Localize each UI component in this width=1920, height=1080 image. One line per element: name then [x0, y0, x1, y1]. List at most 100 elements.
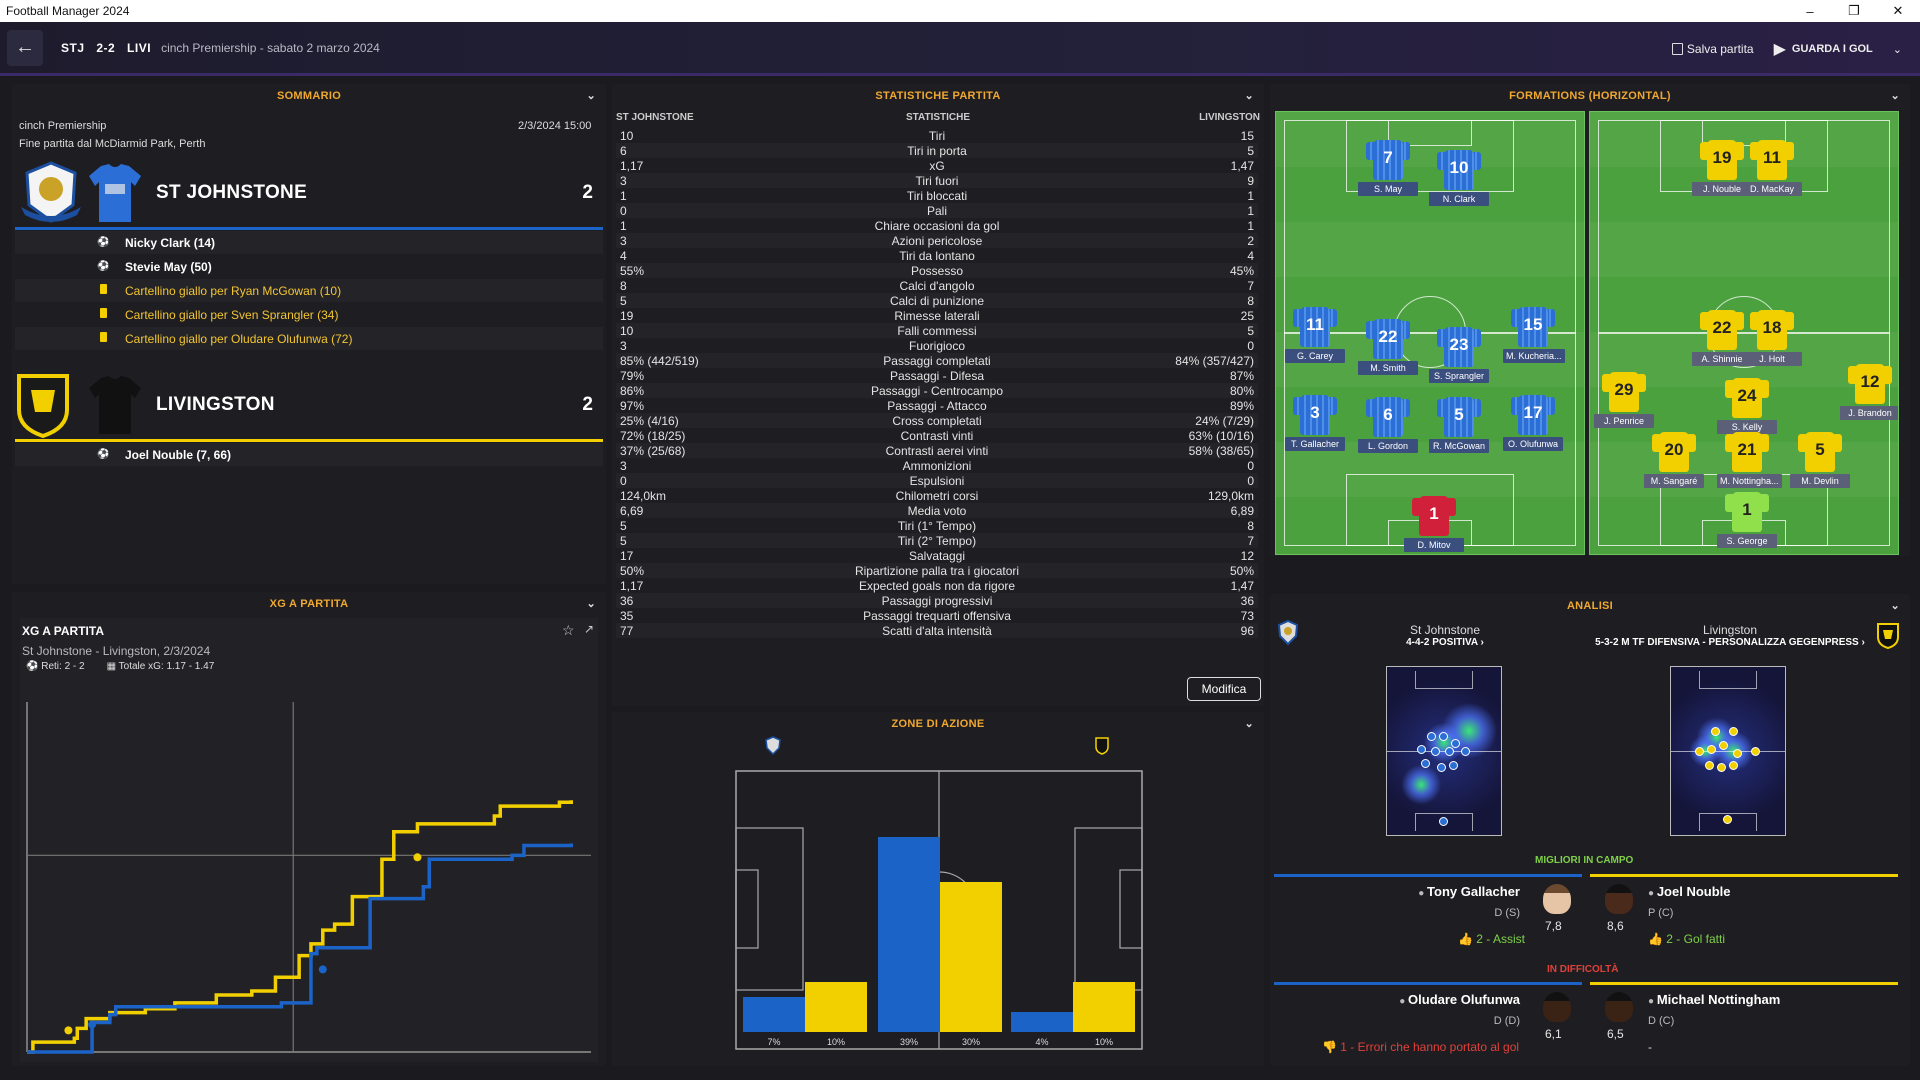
player-label: D. MacKay: [1742, 182, 1802, 196]
stats-row: 17 Salvataggi 12: [616, 548, 1258, 563]
stat-away-value: 129,0km: [1207, 488, 1254, 503]
best-home-pos: D (S): [1494, 907, 1520, 919]
player-shirt[interactable]: 24: [1725, 378, 1769, 420]
player-shirt[interactable]: 18: [1750, 310, 1794, 352]
event-row: Cartellino giallo per Sven Sprangler (34…: [15, 303, 603, 326]
stats-row: 5 Tiri (1° Tempo) 8: [616, 518, 1258, 533]
watch-goals-button[interactable]: ▶ GUARDA I GOL: [1774, 39, 1873, 59]
avatar: [1543, 884, 1571, 914]
analysis-home-tactic[interactable]: 4-4-2 POSITIVA ›: [1406, 637, 1484, 648]
worst-away-player[interactable]: ● Michael Nottingham D (C): [1648, 992, 1818, 1027]
home-team-row[interactable]: ST JOHNSTONE 2: [15, 158, 603, 228]
chevron-down-icon[interactable]: ⌄: [1890, 600, 1900, 612]
player-label: J. Holt: [1742, 352, 1802, 366]
save-label: Salva partita: [1686, 42, 1754, 56]
best-away-player[interactable]: ● Joel Nouble P (C): [1648, 884, 1808, 919]
stats-row: 72% (18/25) Contrasti vinti 63% (10/16): [616, 428, 1258, 443]
edit-stats-button[interactable]: Modifica: [1187, 677, 1261, 701]
zone-label-away: 30%: [962, 1037, 980, 1047]
player-shirt[interactable]: 12: [1848, 364, 1892, 406]
stats-col-away: LIVINGSTON: [1199, 112, 1260, 123]
stat-away-value: 15: [1240, 128, 1254, 143]
player-shirt[interactable]: 29: [1602, 372, 1646, 414]
player-shirt[interactable]: 11: [1293, 307, 1337, 349]
stats-row: 85% (442/519) Passaggi completati 84% (357…: [616, 353, 1258, 368]
chevron-down-icon[interactable]: ⌄: [586, 598, 596, 610]
player-shirt[interactable]: 1: [1412, 496, 1456, 538]
stats-title: STATISTICHE PARTITA: [875, 90, 1001, 102]
stat-home-value: 37% (25/68): [620, 443, 686, 458]
player-shirt[interactable]: 5: [1437, 397, 1481, 439]
chevron-down-icon[interactable]: ⌄: [1244, 718, 1254, 730]
away-team-name: LIVINGSTON: [156, 394, 275, 415]
player-shirt[interactable]: 5: [1798, 432, 1842, 474]
expand-icon[interactable]: ↗: [584, 622, 595, 636]
back-arrow-icon[interactable]: ←: [7, 29, 43, 66]
stat-away-value: 36: [1240, 593, 1254, 608]
ball-icon: ⚽: [97, 237, 110, 248]
minimize-icon[interactable]: –: [1806, 3, 1814, 19]
stat-away-value: 6,89: [1230, 503, 1254, 518]
player-shirt[interactable]: 22: [1700, 310, 1744, 352]
away-formation-pitch: 19 J. Nouble 11 D. MacKay 22 A. Shinnie 18 J. H…: [1589, 111, 1899, 555]
maximize-icon[interactable]: ❐: [1848, 3, 1860, 18]
stat-label: Azioni pericolose: [891, 233, 983, 248]
save-match-button[interactable]: Salva partita: [1671, 42, 1754, 56]
best-home-name: Tony Gallacher: [1427, 884, 1520, 899]
player-shirt[interactable]: 22: [1366, 319, 1410, 361]
stat-away-value: 9: [1247, 173, 1254, 188]
player-shirt[interactable]: 7: [1366, 140, 1410, 182]
player-shirt[interactable]: 1: [1725, 492, 1769, 534]
player-shirt[interactable]: 3: [1293, 395, 1337, 437]
stat-home-value: 79%: [620, 368, 645, 383]
zone-bar-home: [743, 997, 805, 1032]
person-icon: ●: [1418, 888, 1428, 899]
stats-col-home: ST JOHNSTONE: [616, 112, 694, 123]
player-shirt[interactable]: 15: [1511, 307, 1555, 349]
player-label: R. McGowan: [1429, 439, 1489, 453]
player-dot: [1723, 815, 1732, 824]
player-shirt[interactable]: 6: [1366, 397, 1410, 439]
stats-row: 5 Tiri (2° Tempo) 7: [616, 533, 1258, 548]
player-shirt[interactable]: 23: [1437, 327, 1481, 369]
person-icon: ●: [1399, 996, 1409, 1007]
analysis-away-tactic[interactable]: 5-3-2 M TF DIFENSIVA - PERSONALIZZA GEGE…: [1595, 637, 1865, 648]
score: 2-2: [96, 40, 116, 55]
home-team-name: ST JOHNSTONE: [156, 182, 308, 203]
stat-away-value: 8: [1247, 518, 1254, 533]
player-shirt[interactable]: 21: [1725, 432, 1769, 474]
chevron-down-icon[interactable]: ⌄: [1244, 90, 1254, 102]
player-shirt[interactable]: 17: [1511, 395, 1555, 437]
stat-label: Passaggi - Attacco: [887, 398, 987, 413]
event-row: ⚽ Nicky Clark (14): [15, 231, 603, 254]
stat-label: Passaggi completati: [883, 353, 991, 368]
chevron-down-icon[interactable]: ⌄: [1892, 43, 1902, 56]
worst-home-note-text: 1 - Errori che hanno portato al gol: [1340, 1040, 1520, 1054]
stat-home-value: 5: [620, 293, 627, 308]
zone-bar-away: [1073, 982, 1135, 1032]
chevron-down-icon[interactable]: ⌄: [1890, 90, 1900, 102]
stat-label: Tiri (1° Tempo): [897, 518, 977, 533]
xg-card-title: XG A PARTITA: [22, 624, 104, 638]
stats-row: 86% Passaggi - Centrocampo 80%: [616, 383, 1258, 398]
away-team-row[interactable]: LIVINGSTON 2: [15, 370, 603, 440]
close-icon[interactable]: ✕: [1892, 3, 1904, 18]
worst-home-player[interactable]: ● Oludare Olufunwa D (D): [1360, 992, 1520, 1027]
worst-home-rating: 6,1: [1545, 1027, 1562, 1041]
player-shirt[interactable]: 19: [1700, 140, 1744, 182]
star-icon[interactable]: ☆: [562, 622, 575, 638]
player-shirt[interactable]: 20: [1652, 432, 1696, 474]
stat-away-value: 5: [1247, 323, 1254, 338]
person-icon: ●: [1648, 888, 1657, 899]
player-label: M. Nottingha...: [1717, 474, 1782, 488]
player-shirt[interactable]: 10: [1437, 150, 1481, 192]
chevron-down-icon[interactable]: ⌄: [586, 90, 596, 102]
player-shirt[interactable]: 11: [1750, 140, 1794, 182]
stat-label: Ripartizione palla tra i giocatori: [854, 563, 1020, 578]
player-dot: [1437, 763, 1446, 772]
stat-label: Scatti d'alta intensità: [882, 623, 992, 638]
window-titlebar: Football Manager 2024 – ❐ ✕: [0, 0, 1920, 22]
stat-away-value: 0: [1247, 338, 1254, 353]
best-home-player[interactable]: ● Tony Gallacher D (S): [1380, 884, 1520, 919]
stats-row: 3 Azioni pericolose 2: [616, 233, 1258, 248]
